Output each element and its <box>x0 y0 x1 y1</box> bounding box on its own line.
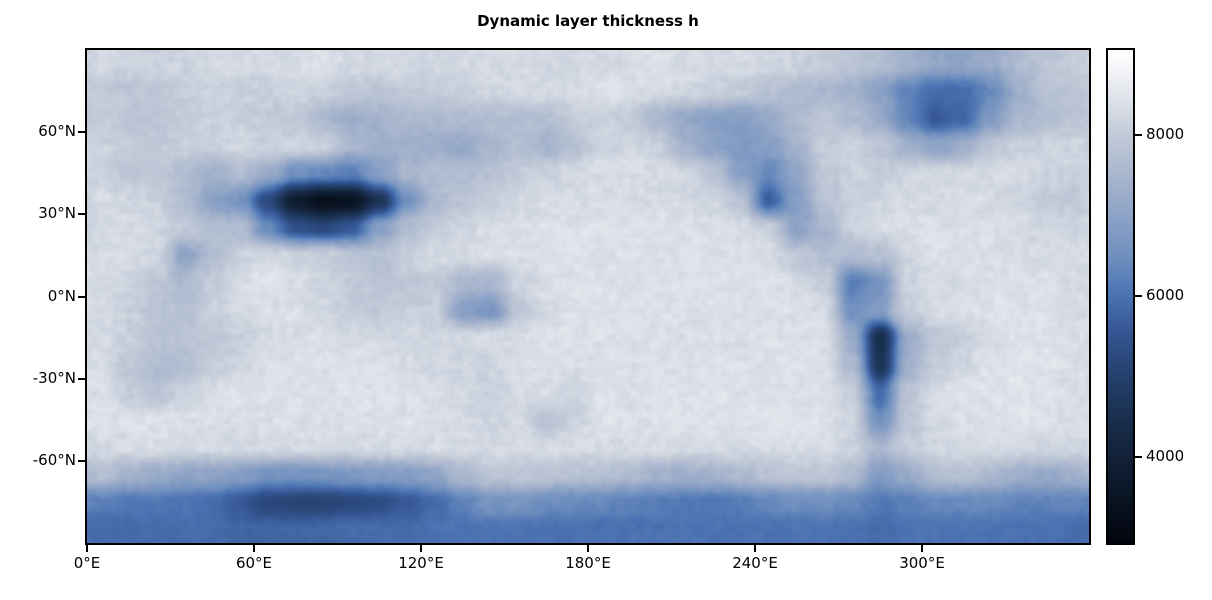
chart-title: Dynamic layer thickness h <box>477 12 699 30</box>
colorbar-tick-label: 6000 <box>1146 286 1185 305</box>
x-axis-tick-label: 240°E <box>732 554 778 572</box>
x-axis-tick-label: 0°E <box>73 554 101 572</box>
y-axis-tick <box>78 377 85 380</box>
x-axis-tick-label: 120°E <box>398 554 444 572</box>
x-axis-tick <box>921 545 923 552</box>
x-axis-tick-label: 300°E <box>899 554 945 572</box>
x-axis-tick <box>86 545 88 552</box>
y-axis-tick <box>78 295 85 298</box>
colorbar-tick-label: 4000 <box>1146 446 1185 465</box>
colorbar-tick <box>1135 295 1142 298</box>
y-axis-tick-label: 0°N <box>47 286 76 305</box>
colorbar-canvas <box>1108 50 1133 543</box>
map-frame <box>85 48 1091 545</box>
x-axis-tick <box>754 545 756 552</box>
x-axis-tick <box>253 545 255 552</box>
y-axis-tick-label: -30°N <box>32 368 76 387</box>
colorbar-tick <box>1135 134 1142 137</box>
colorbar-frame <box>1106 48 1135 545</box>
colorbar-tick-label: 8000 <box>1146 125 1185 144</box>
x-axis-tick <box>587 545 589 552</box>
x-axis-tick <box>420 545 422 552</box>
y-axis-tick-label: 30°N <box>38 204 76 223</box>
x-axis-tick-label: 60°E <box>235 554 273 572</box>
y-axis-tick-label: -60°N <box>32 450 76 469</box>
heatmap-canvas <box>87 50 1089 543</box>
y-axis-tick <box>78 131 85 134</box>
x-axis-tick-label: 180°E <box>565 554 611 572</box>
y-axis-tick <box>78 459 85 462</box>
y-axis-tick <box>78 213 85 216</box>
colorbar-tick <box>1135 455 1142 458</box>
y-axis-tick-label: 60°N <box>38 122 76 141</box>
